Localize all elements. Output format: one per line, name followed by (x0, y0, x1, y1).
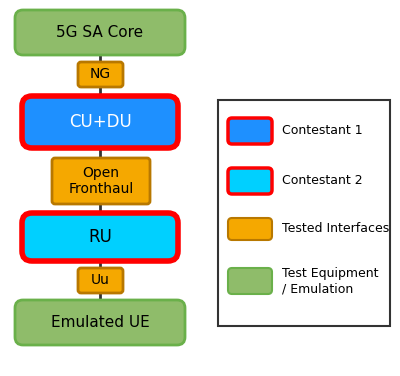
FancyBboxPatch shape (228, 168, 272, 194)
Text: Contestant 2: Contestant 2 (282, 174, 363, 188)
FancyBboxPatch shape (218, 100, 390, 326)
Text: CU+DU: CU+DU (69, 113, 131, 131)
FancyBboxPatch shape (22, 213, 178, 261)
FancyBboxPatch shape (15, 10, 185, 55)
FancyBboxPatch shape (228, 118, 272, 144)
FancyBboxPatch shape (78, 62, 123, 87)
Text: Emulated UE: Emulated UE (51, 315, 149, 330)
Text: Tested Interfaces: Tested Interfaces (282, 223, 389, 235)
FancyBboxPatch shape (228, 218, 272, 240)
FancyBboxPatch shape (78, 268, 123, 293)
FancyBboxPatch shape (22, 96, 178, 148)
Text: Test Equipment
/ Emulation: Test Equipment / Emulation (282, 267, 378, 295)
FancyBboxPatch shape (52, 158, 150, 204)
FancyBboxPatch shape (228, 268, 272, 294)
Text: Contestant 1: Contestant 1 (282, 124, 363, 138)
FancyBboxPatch shape (15, 300, 185, 345)
Text: Open
Fronthaul: Open Fronthaul (68, 166, 134, 196)
Text: Uu: Uu (91, 273, 110, 288)
Text: NG: NG (90, 68, 111, 82)
Text: RU: RU (88, 228, 112, 246)
Text: 5G SA Core: 5G SA Core (56, 25, 144, 40)
